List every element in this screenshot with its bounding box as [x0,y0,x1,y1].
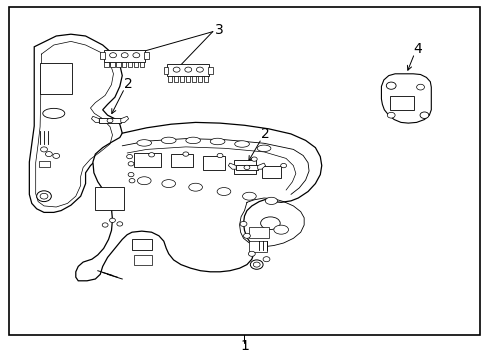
Circle shape [133,53,140,58]
Bar [144,52,149,59]
Bar [203,76,207,82]
Circle shape [173,67,180,72]
Bar [110,62,114,67]
Circle shape [250,260,263,269]
Ellipse shape [260,217,280,230]
Circle shape [419,112,428,118]
Bar [389,96,413,110]
Bar [134,255,151,265]
Bar [163,67,168,74]
Polygon shape [29,34,122,212]
Circle shape [263,257,269,262]
Circle shape [37,191,51,202]
Ellipse shape [185,137,200,144]
Bar [180,76,184,82]
Circle shape [128,162,134,166]
Circle shape [196,67,203,72]
Circle shape [240,221,246,226]
Text: 2: 2 [123,77,132,90]
Bar [104,62,108,67]
Circle shape [40,193,48,199]
Bar [171,154,193,167]
Ellipse shape [257,145,270,152]
Circle shape [148,153,154,157]
Circle shape [217,153,223,158]
Bar [132,239,151,250]
Circle shape [184,67,191,72]
Ellipse shape [188,183,202,191]
Bar [134,62,138,67]
Ellipse shape [137,140,151,146]
Ellipse shape [273,225,288,234]
Circle shape [107,118,113,123]
Circle shape [41,147,47,152]
Bar [185,76,190,82]
Circle shape [102,223,108,227]
Bar [174,76,178,82]
Bar [95,187,123,210]
Circle shape [129,179,135,183]
Polygon shape [228,163,236,169]
Bar [261,166,281,178]
Ellipse shape [234,141,249,147]
Bar [122,62,126,67]
Bar [233,160,255,174]
Circle shape [121,53,128,58]
Ellipse shape [217,188,230,195]
Circle shape [109,218,115,222]
Ellipse shape [264,197,277,204]
Bar [191,76,196,82]
Circle shape [244,165,249,170]
Circle shape [45,152,52,157]
Circle shape [386,82,395,89]
Ellipse shape [137,177,151,185]
Bar [249,241,266,252]
Text: 1: 1 [240,339,248,353]
Bar [39,161,50,167]
Circle shape [253,262,260,267]
Polygon shape [121,116,128,122]
Text: 2: 2 [260,127,269,141]
Circle shape [251,157,257,161]
Circle shape [117,222,122,226]
Circle shape [53,153,60,158]
Bar [167,76,172,82]
Circle shape [243,233,250,238]
Circle shape [183,152,188,156]
Polygon shape [99,118,121,123]
Bar [208,67,213,74]
Bar [167,64,209,76]
Circle shape [416,84,424,90]
Circle shape [280,163,286,168]
Ellipse shape [161,137,176,144]
Bar [128,62,132,67]
Circle shape [128,172,134,177]
Polygon shape [236,165,257,170]
Bar [203,156,224,170]
Polygon shape [381,74,430,123]
Polygon shape [91,116,99,122]
Bar [40,63,72,94]
Bar [249,227,268,238]
Text: 4: 4 [413,42,422,55]
Ellipse shape [210,138,224,145]
Bar [116,62,120,67]
Ellipse shape [43,108,64,118]
Text: 3: 3 [214,23,223,36]
Circle shape [126,154,132,159]
Polygon shape [257,163,265,169]
Ellipse shape [242,192,256,200]
Bar [134,153,161,167]
Polygon shape [76,122,321,281]
Circle shape [248,251,255,256]
Bar [103,50,145,62]
Ellipse shape [162,180,175,188]
Circle shape [109,53,116,58]
Bar [100,52,104,59]
Bar [140,62,144,67]
Bar [197,76,202,82]
Circle shape [386,112,394,118]
